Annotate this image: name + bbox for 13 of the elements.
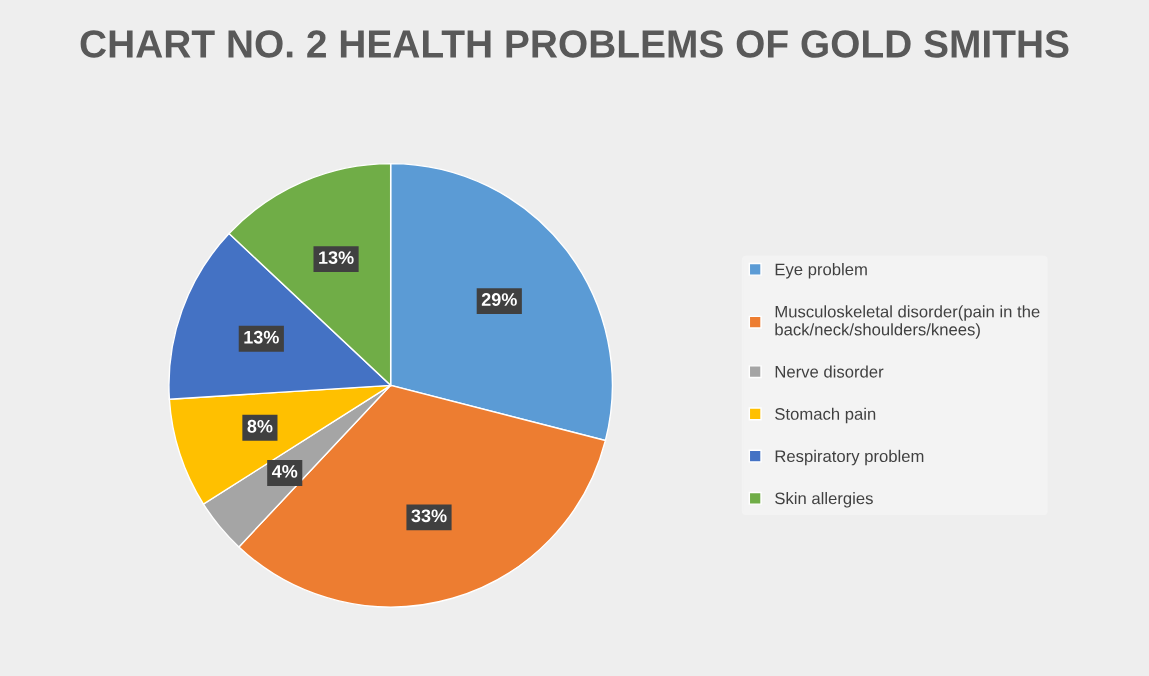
legend-label: Stomach pain [775,407,876,424]
legend-label: Musculoskeletal disorder(pain in the back/neck/shoulders/knees) [775,305,1040,339]
data-label: 29% [481,293,517,306]
data-label: 8% [247,419,273,433]
legend-label: Eye problem [775,263,867,279]
data-label: 33% [411,509,447,523]
legend-label: Nerve disorder [775,365,884,378]
chart-title: CHART NO. 2 HEALTH PROBLEMS OF GOLD SMITHS [80,30,1069,58]
legend-label: Respiratory problem [775,449,924,466]
data-label: 13% [319,251,354,265]
data-label: 13% [244,330,279,344]
legend-label: Skin allergies [775,492,873,508]
data-label: 4% [271,465,298,478]
